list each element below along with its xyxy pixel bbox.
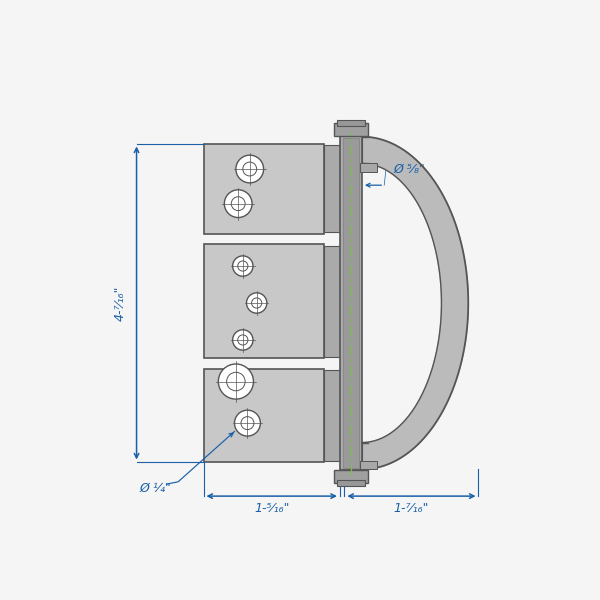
Polygon shape	[362, 443, 368, 469]
Polygon shape	[362, 137, 368, 163]
Text: 1-⁵⁄₁₆": 1-⁵⁄₁₆"	[254, 502, 289, 515]
Bar	[203, 143, 323, 233]
Circle shape	[235, 410, 260, 436]
Bar	[323, 145, 342, 232]
Bar	[337, 481, 365, 486]
Polygon shape	[362, 137, 468, 469]
Circle shape	[236, 155, 263, 183]
Circle shape	[233, 256, 253, 276]
Circle shape	[247, 293, 267, 313]
Bar	[337, 120, 365, 125]
Bar	[360, 461, 377, 469]
Circle shape	[238, 335, 248, 345]
Bar	[203, 244, 323, 358]
Bar	[334, 123, 368, 136]
Circle shape	[218, 364, 253, 399]
Circle shape	[233, 330, 253, 350]
Circle shape	[241, 416, 254, 430]
Bar	[203, 368, 323, 463]
Circle shape	[238, 261, 248, 271]
Text: Ø ⁵⁄₈": Ø ⁵⁄₈"	[393, 163, 425, 176]
Circle shape	[251, 298, 262, 308]
Bar	[334, 470, 368, 483]
Circle shape	[224, 190, 252, 218]
Bar	[323, 370, 342, 461]
Bar	[323, 246, 342, 356]
Bar	[360, 163, 377, 172]
Bar	[343, 137, 359, 469]
Circle shape	[243, 162, 257, 176]
Text: 1-⁷⁄₁₆": 1-⁷⁄₁₆"	[394, 502, 429, 515]
Text: 4-⁷⁄₁₆": 4-⁷⁄₁₆"	[114, 286, 127, 320]
Text: Ø ¼": Ø ¼"	[139, 482, 171, 495]
Circle shape	[227, 372, 245, 391]
Bar	[340, 136, 362, 470]
Circle shape	[231, 197, 245, 211]
